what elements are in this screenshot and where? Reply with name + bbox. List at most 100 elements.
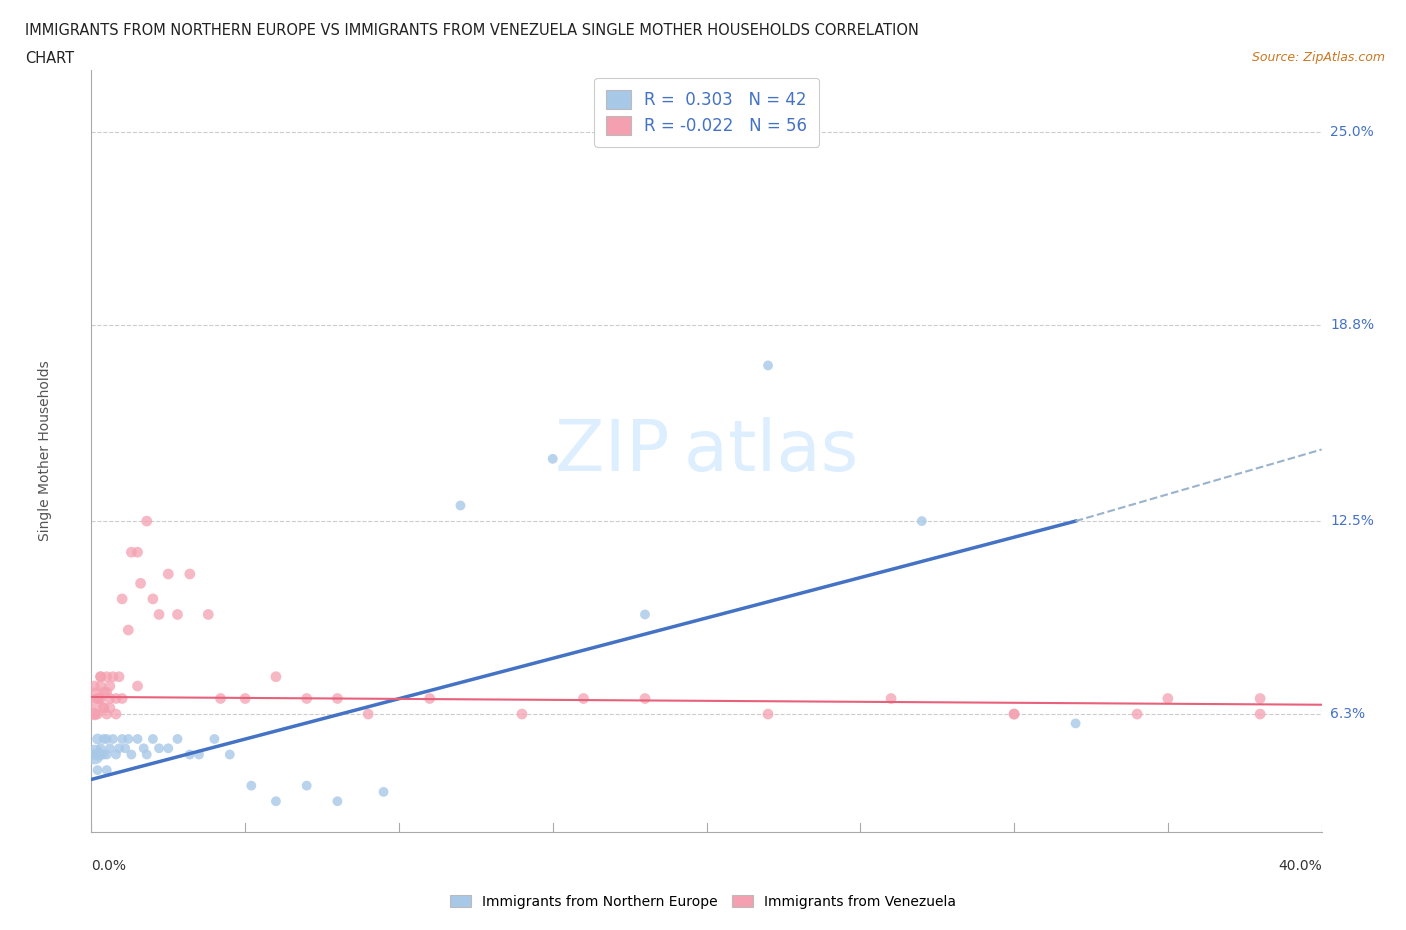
Text: 18.8%: 18.8% (1330, 318, 1374, 332)
Text: 0.0%: 0.0% (91, 858, 127, 872)
Point (148, 607, 170, 622)
Text: 25.0%: 25.0% (1330, 125, 1374, 139)
Point (83, 707, 105, 722)
Legend: R =  0.303   N = 42, R = -0.022   N = 56: R = 0.303 N = 42, R = -0.022 N = 56 (595, 78, 818, 147)
Point (96, 707, 118, 722)
Point (86, 747, 108, 762)
Point (634, 691, 657, 706)
Text: 12.5%: 12.5% (1330, 514, 1374, 528)
Point (96, 684, 118, 699)
Point (111, 691, 134, 706)
Point (148, 741, 170, 756)
Point (105, 707, 127, 722)
Point (105, 747, 127, 762)
Point (90, 691, 112, 706)
Point (101, 732, 124, 747)
Point (86, 732, 108, 747)
Legend: Immigrants from Northern Europe, Immigrants from Venezuela: Immigrants from Northern Europe, Immigra… (443, 888, 963, 916)
Text: IMMIGRANTS FROM NORTHERN EUROPE VS IMMIGRANTS FROM VENEZUELA SINGLE MOTHER HOUSE: IMMIGRANTS FROM NORTHERN EUROPE VS IMMIG… (25, 23, 920, 38)
Point (634, 607, 657, 622)
Point (93, 700, 115, 715)
Point (188, 747, 211, 762)
Point (90, 741, 112, 756)
Point (111, 732, 134, 747)
Point (135, 747, 157, 762)
Point (108, 741, 131, 756)
Point (449, 498, 471, 513)
Point (105, 691, 127, 706)
Point (93, 732, 115, 747)
Point (326, 691, 349, 706)
Point (295, 778, 318, 793)
Point (135, 513, 157, 528)
Point (157, 741, 180, 756)
Point (326, 794, 349, 809)
Point (98, 700, 121, 715)
Point (166, 607, 188, 622)
Point (90, 670, 112, 684)
Point (83, 707, 105, 722)
Point (209, 691, 232, 706)
Text: ZIP atlas: ZIP atlas (555, 417, 858, 485)
Point (90, 670, 112, 684)
Point (90, 679, 112, 694)
Point (911, 513, 934, 528)
Text: CHART: CHART (25, 51, 75, 66)
Point (1064, 716, 1087, 731)
Point (96, 670, 118, 684)
Point (90, 747, 112, 762)
Point (218, 747, 240, 762)
Point (572, 691, 595, 706)
Point (86, 691, 108, 706)
Point (120, 747, 142, 762)
Point (120, 545, 142, 560)
Point (541, 451, 564, 466)
Point (96, 732, 118, 747)
Point (83, 747, 105, 762)
Point (82, 691, 104, 706)
Point (101, 670, 124, 684)
Point (233, 691, 256, 706)
Point (86, 763, 108, 777)
Point (142, 591, 165, 606)
Point (93, 700, 115, 715)
Point (98, 691, 121, 706)
Point (157, 566, 180, 581)
Point (419, 691, 441, 706)
Point (295, 691, 318, 706)
Point (117, 732, 139, 747)
Point (127, 732, 149, 747)
Point (1002, 707, 1025, 722)
Point (202, 732, 225, 747)
Point (373, 784, 395, 799)
Point (1126, 707, 1149, 722)
Point (129, 576, 152, 591)
Point (756, 707, 779, 722)
Text: 40.0%: 40.0% (1278, 858, 1322, 872)
Point (86, 691, 108, 706)
Point (1249, 691, 1271, 706)
Point (108, 670, 131, 684)
Point (1157, 691, 1180, 706)
Point (197, 607, 219, 622)
Point (127, 545, 149, 560)
Point (96, 747, 118, 762)
Point (96, 763, 118, 777)
Point (83, 747, 105, 762)
Point (142, 732, 165, 747)
Point (357, 707, 380, 722)
Point (93, 684, 115, 699)
Point (264, 670, 287, 684)
Point (179, 747, 201, 762)
Point (756, 358, 779, 373)
Point (93, 747, 115, 762)
Point (83, 679, 105, 694)
Point (86, 707, 108, 722)
Text: 6.3%: 6.3% (1330, 707, 1365, 721)
Point (98, 741, 121, 756)
Point (98, 679, 121, 694)
Point (117, 622, 139, 637)
Point (111, 591, 134, 606)
Point (179, 566, 201, 581)
Text: Source: ZipAtlas.com: Source: ZipAtlas.com (1251, 51, 1385, 64)
